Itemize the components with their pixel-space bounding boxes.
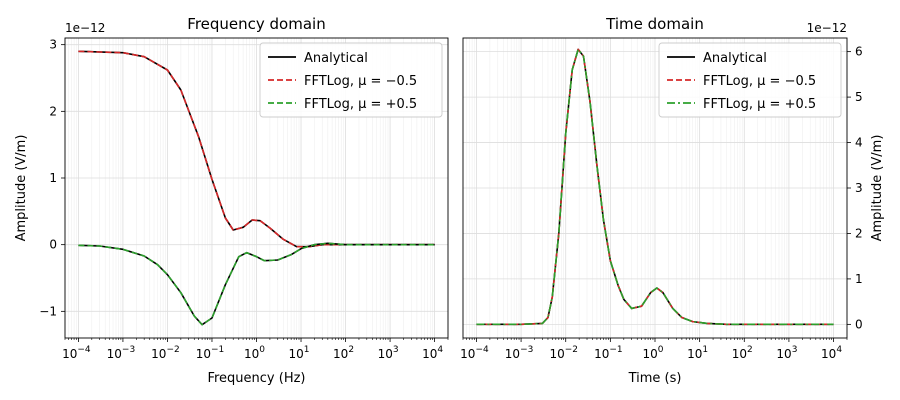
x-tick-label-base: 10 <box>422 347 437 361</box>
legend-label: Analytical <box>703 51 767 66</box>
x-tick-label-base: 10 <box>289 347 304 361</box>
legend-label: FFTLog, μ = −0.5 <box>304 74 417 89</box>
x-tick-label-exponent: −2 <box>166 345 179 355</box>
x-tick-label-exponent: −4 <box>77 345 91 355</box>
chart-title: Time domain <box>605 15 704 33</box>
series-group <box>476 48 834 326</box>
x-tick-label-exponent: 2 <box>348 345 354 355</box>
x-tick-label-exponent: 2 <box>747 345 753 355</box>
x-tick-label: 104 <box>821 345 842 361</box>
x-tick-label-base: 10 <box>244 347 259 361</box>
x-tick-label: 10−1 <box>196 345 225 361</box>
y-tick-label: 0 <box>49 238 57 252</box>
x-tick-label-base: 10 <box>107 347 122 361</box>
x-tick-label-base: 10 <box>732 347 747 361</box>
y-tick-label: 1 <box>855 272 863 286</box>
legend-label: FFTLog, μ = +0.5 <box>304 97 417 112</box>
chart-panel-time: 10−4 10−3 10−2 10−1 100 101 102 103 10401234561e… <box>460 15 885 386</box>
x-tick-label-base: 10 <box>378 347 393 361</box>
x-tick-label: 10−3 <box>107 345 136 361</box>
x-tick-label-base: 10 <box>549 347 564 361</box>
x-tick-label: 101 <box>289 345 310 361</box>
y-offset-text: 1e−12 <box>807 21 847 35</box>
y-offset-text: 1e−12 <box>65 21 105 35</box>
x-tick-label-exponent: 3 <box>792 345 798 355</box>
y-tick-label: 3 <box>49 38 57 52</box>
y-tick-label: 0 <box>855 317 863 331</box>
x-tick-label-base: 10 <box>196 347 211 361</box>
x-tick-label-exponent: 4 <box>437 345 443 355</box>
x-tick-label-base: 10 <box>687 347 702 361</box>
legend-box <box>658 42 842 118</box>
legend-label: Analytical <box>304 51 368 66</box>
x-tick-label: 100 <box>642 345 663 361</box>
x-axis-label: Time (s) <box>628 371 682 386</box>
x-tick-label-exponent: 0 <box>259 345 265 355</box>
y-tick-label: 3 <box>855 181 863 195</box>
x-tick-label: 103 <box>776 345 797 361</box>
series-line-3 <box>78 242 435 326</box>
x-tick-label: 10−3 <box>505 345 534 361</box>
chart-panel-frequency: 10−4 10−3 10−2 10−1 100 101 102 103 104−101231e−… <box>14 15 449 386</box>
y-axis-label: Amplitude (V/m) <box>14 135 29 242</box>
x-tick-label-exponent: −1 <box>211 345 224 355</box>
x-tick-label-exponent: 1 <box>304 345 310 355</box>
x-tick-label-exponent: 4 <box>836 345 842 355</box>
y-tick-label: 5 <box>855 90 863 104</box>
x-tick-label-base: 10 <box>460 347 475 361</box>
x-tick-label-exponent: 0 <box>658 345 664 355</box>
y-tick-label: 1 <box>49 171 57 185</box>
x-tick-label: 10−4 <box>460 345 489 361</box>
x-tick-label: 10−4 <box>62 345 91 361</box>
x-tick-label: 102 <box>732 345 753 361</box>
x-tick-label-base: 10 <box>333 347 348 361</box>
x-tick-label: 104 <box>422 345 443 361</box>
x-tick-label-base: 10 <box>594 347 609 361</box>
x-tick-label-exponent: −3 <box>520 345 533 355</box>
x-tick-label: 10−2 <box>549 345 578 361</box>
series-line-1 <box>476 48 834 326</box>
y-tick-label: 6 <box>855 45 863 59</box>
series-group <box>78 50 435 326</box>
x-tick-label-base: 10 <box>642 347 657 361</box>
x-tick-label: 100 <box>244 345 265 361</box>
x-axis-label: Frequency (Hz) <box>207 371 305 386</box>
x-tick-label: 102 <box>333 345 354 361</box>
legend-label: FFTLog, μ = −0.5 <box>703 74 816 89</box>
x-tick-label: 103 <box>378 345 399 361</box>
y-tick-label: 2 <box>855 226 863 240</box>
series-line-1 <box>78 50 435 248</box>
x-tick-label-exponent: 3 <box>393 345 399 355</box>
x-tick-label-exponent: −2 <box>565 345 578 355</box>
legend-label: FFTLog, μ = +0.5 <box>703 97 816 112</box>
legend: Analytical FFTLog, μ = −0.5 FFTLog, μ = +0… <box>259 42 443 118</box>
x-tick-label-base: 10 <box>62 347 77 361</box>
x-tick-label: 10−1 <box>594 345 623 361</box>
y-tick-label: 4 <box>855 136 863 150</box>
x-tick-label-base: 10 <box>776 347 791 361</box>
x-tick-label-exponent: −1 <box>609 345 622 355</box>
x-tick-label: 101 <box>687 345 708 361</box>
x-tick-label-exponent: −4 <box>475 345 489 355</box>
y-axis-label: Amplitude (V/m) <box>870 135 885 242</box>
y-tick-label: 2 <box>49 104 57 118</box>
x-tick-label-base: 10 <box>151 347 166 361</box>
x-tick-label-exponent: −3 <box>122 345 135 355</box>
legend-box <box>259 42 443 118</box>
x-tick-label-exponent: 1 <box>702 345 708 355</box>
x-tick-label-base: 10 <box>821 347 836 361</box>
y-tick-label: −1 <box>39 304 57 318</box>
legend: Analytical FFTLog, μ = −0.5 FFTLog, μ = +0… <box>658 42 842 118</box>
chart-title: Frequency domain <box>187 15 325 33</box>
x-tick-label: 10−2 <box>151 345 180 361</box>
x-tick-label-base: 10 <box>505 347 520 361</box>
